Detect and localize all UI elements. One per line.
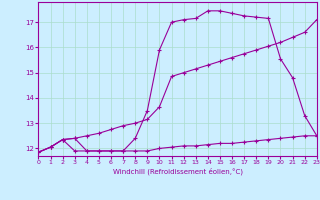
- X-axis label: Windchill (Refroidissement éolien,°C): Windchill (Refroidissement éolien,°C): [113, 168, 243, 175]
